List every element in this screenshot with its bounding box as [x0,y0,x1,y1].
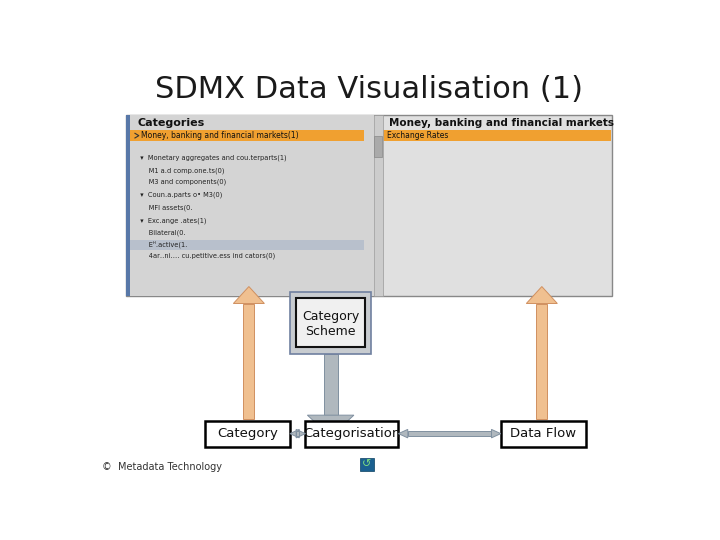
Text: Categorisation: Categorisation [303,427,400,440]
Text: ▾  Coun․a․parts o• M3(0): ▾ Coun․a․parts o• M3(0) [137,192,223,198]
Text: ↺: ↺ [362,460,372,469]
Polygon shape [526,287,557,303]
Text: M3 and components(0): M3 and components(0) [137,179,227,185]
Bar [324,354,338,415]
Bar [130,240,364,249]
Bar [126,115,130,296]
Bar [374,136,382,157]
Bar [243,303,254,419]
Polygon shape [233,287,264,303]
Text: Categories: Categories [138,118,204,129]
Text: M1 a․d comp․one․ts(0): M1 a․d comp․one․ts(0) [137,167,225,174]
Text: 4ar․․ni․․․․ cu․petitive․ess ind cators(0): 4ar․․ni․․․․ cu․petitive․ess ind cators(0… [137,253,276,259]
Text: Eᴴ․active(1․: Eᴴ․active(1․ [137,241,188,248]
Bar [296,298,365,347]
Bar [130,130,364,141]
Text: Exchange Rates: Exchange Rates [387,131,448,140]
Bar [374,115,383,296]
Bar [204,421,290,447]
Polygon shape [290,429,300,438]
Text: MFI assets(0․: MFI assets(0․ [137,204,193,211]
Bar [536,303,547,419]
Text: ▾  Monetary aggregates and cou․terparts(1): ▾ Monetary aggregates and cou․terparts(1… [137,155,287,161]
Bar [408,431,492,436]
Text: ▾  Exc․ange ․ates(1): ▾ Exc․ange ․ates(1) [137,217,207,224]
Bar [126,115,374,296]
Text: Category
Scheme: Category Scheme [302,310,359,338]
Bar [500,421,586,447]
Text: Bilateral(0․: Bilateral(0․ [137,230,186,237]
Bar [290,292,372,354]
Polygon shape [398,429,408,438]
Polygon shape [492,429,500,438]
Bar [305,421,398,447]
Bar [360,457,374,471]
Text: ©  Metadata Technology: © Metadata Technology [102,462,222,472]
Bar [296,431,300,436]
Text: Category: Category [217,427,278,440]
Polygon shape [296,429,305,438]
Polygon shape [307,415,354,437]
Bar [383,130,611,141]
Text: Money, banking and financial markets(1): Money, banking and financial markets(1) [141,131,299,140]
Text: Money, banking and financial markets: Money, banking and financial markets [389,118,614,129]
Text: SDMX Data Visualisation (1): SDMX Data Visualisation (1) [155,75,583,104]
Bar [126,115,612,296]
Text: Data Flow: Data Flow [510,427,577,440]
